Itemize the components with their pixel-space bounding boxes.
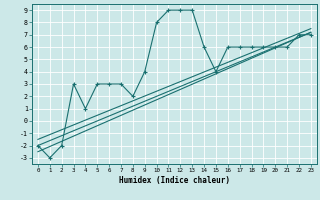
X-axis label: Humidex (Indice chaleur): Humidex (Indice chaleur) <box>119 176 230 185</box>
